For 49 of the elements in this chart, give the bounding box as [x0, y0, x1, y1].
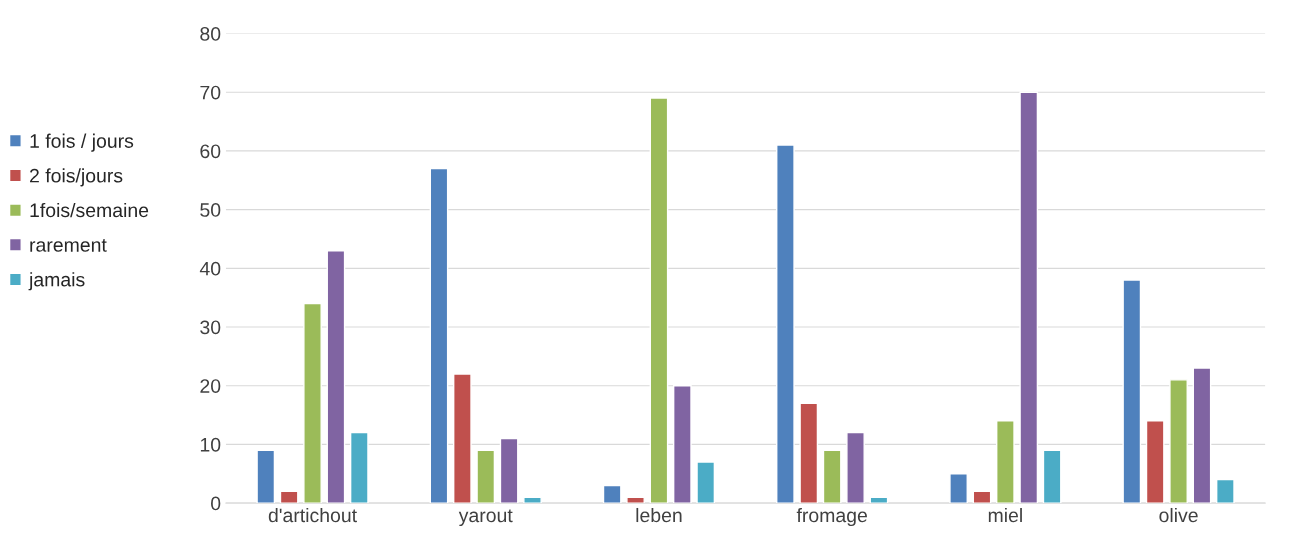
- x-tick-label: olive: [1159, 507, 1198, 523]
- x-tick-label: d'artichout: [268, 507, 357, 523]
- bar: [776, 144, 795, 504]
- bar: [846, 431, 865, 504]
- bar: [476, 449, 496, 504]
- bar: [499, 437, 519, 504]
- bar: [672, 385, 692, 504]
- y-tick-label: 20: [200, 379, 221, 393]
- y-tick-label: 30: [200, 320, 221, 335]
- y-tick-label: 70: [200, 85, 221, 100]
- bar: [1019, 91, 1039, 504]
- bar: [1042, 449, 1062, 504]
- y-tick-label: 80: [200, 27, 221, 41]
- bar: [1122, 279, 1142, 504]
- bar: [279, 490, 299, 504]
- bar: [996, 420, 1015, 504]
- bar: [429, 167, 449, 504]
- x-tick-label: miel: [988, 507, 1022, 523]
- bar: [602, 484, 622, 504]
- legend-label: rarement: [30, 239, 107, 252]
- bar: [523, 496, 542, 504]
- bar: [1169, 379, 1188, 504]
- bar: [303, 302, 322, 504]
- bar: [626, 496, 645, 504]
- bar: [1145, 420, 1165, 504]
- y-tick-label: 60: [200, 144, 221, 159]
- y-tick-label: 40: [199, 261, 221, 276]
- x-tick-label: fromage: [796, 507, 867, 527]
- x-tick-label: leben: [636, 507, 682, 523]
- bar: [949, 473, 968, 504]
- bar: [453, 373, 472, 504]
- bar: [326, 250, 346, 504]
- y-tick-label: 50: [200, 203, 221, 217]
- bar: [822, 449, 842, 504]
- y-tick-label: 0: [211, 496, 221, 511]
- bar: [1192, 367, 1212, 504]
- bar: [256, 449, 276, 504]
- bar: [696, 461, 716, 504]
- bar: [972, 490, 992, 504]
- bar: [1215, 478, 1235, 504]
- y-tick-label: 10: [200, 437, 221, 452]
- legend-label: 2 fois/jours: [30, 168, 123, 187]
- legend-label: jamais: [28, 272, 85, 291]
- bar: [799, 402, 819, 504]
- x-tick-label: yarout: [458, 509, 513, 527]
- legend-label: 1fois/semaine: [30, 202, 149, 218]
- legend-label: 1 fois / jours: [30, 133, 134, 152]
- bar: [649, 97, 669, 504]
- bar: [349, 431, 369, 504]
